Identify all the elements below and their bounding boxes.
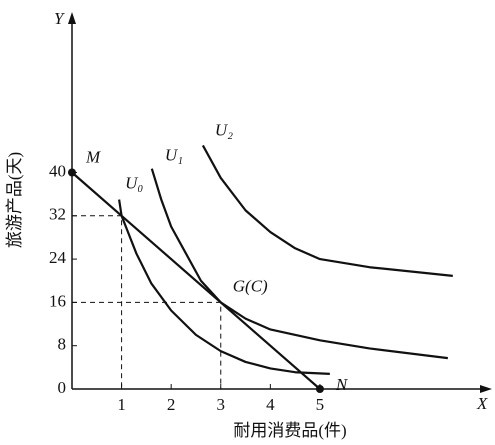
y-tick-label: 0 — [58, 378, 67, 397]
y-tick-label: 24 — [49, 248, 67, 267]
curve — [71, 171, 321, 390]
guide-line — [72, 215, 123, 389]
y-label: 旅游产品(天) — [5, 152, 24, 248]
curve — [150, 168, 448, 360]
y-symbol: Y — [54, 9, 65, 28]
curve-label: U₁ — [165, 146, 183, 165]
x-label: 耐用消费品(件) — [233, 421, 346, 440]
curve-label: U₂ — [215, 120, 233, 139]
point-label: N — [335, 375, 349, 394]
x-arrow — [480, 385, 492, 393]
y-tick-label: 16 — [49, 291, 66, 310]
x-tick-label: 4 — [266, 395, 275, 414]
x-symbol: X — [476, 394, 488, 413]
y-tick-label: 40 — [49, 161, 66, 180]
x-tick-label: 1 — [117, 395, 126, 414]
x-tick-label: 2 — [167, 395, 176, 414]
y-tick-label: 8 — [58, 335, 67, 354]
y-arrow — [68, 12, 76, 24]
point-label: G(C) — [233, 276, 268, 295]
x-tick-label: 5 — [316, 395, 325, 414]
point — [68, 168, 76, 177]
curve — [201, 144, 453, 277]
point-label: M — [85, 147, 101, 166]
x-tick-label: 3 — [217, 395, 226, 414]
guide-line — [72, 301, 222, 389]
curve — [118, 199, 330, 375]
point — [315, 385, 324, 393]
y-tick-label: 32 — [49, 205, 66, 224]
curve-label: U₀ — [125, 173, 143, 192]
